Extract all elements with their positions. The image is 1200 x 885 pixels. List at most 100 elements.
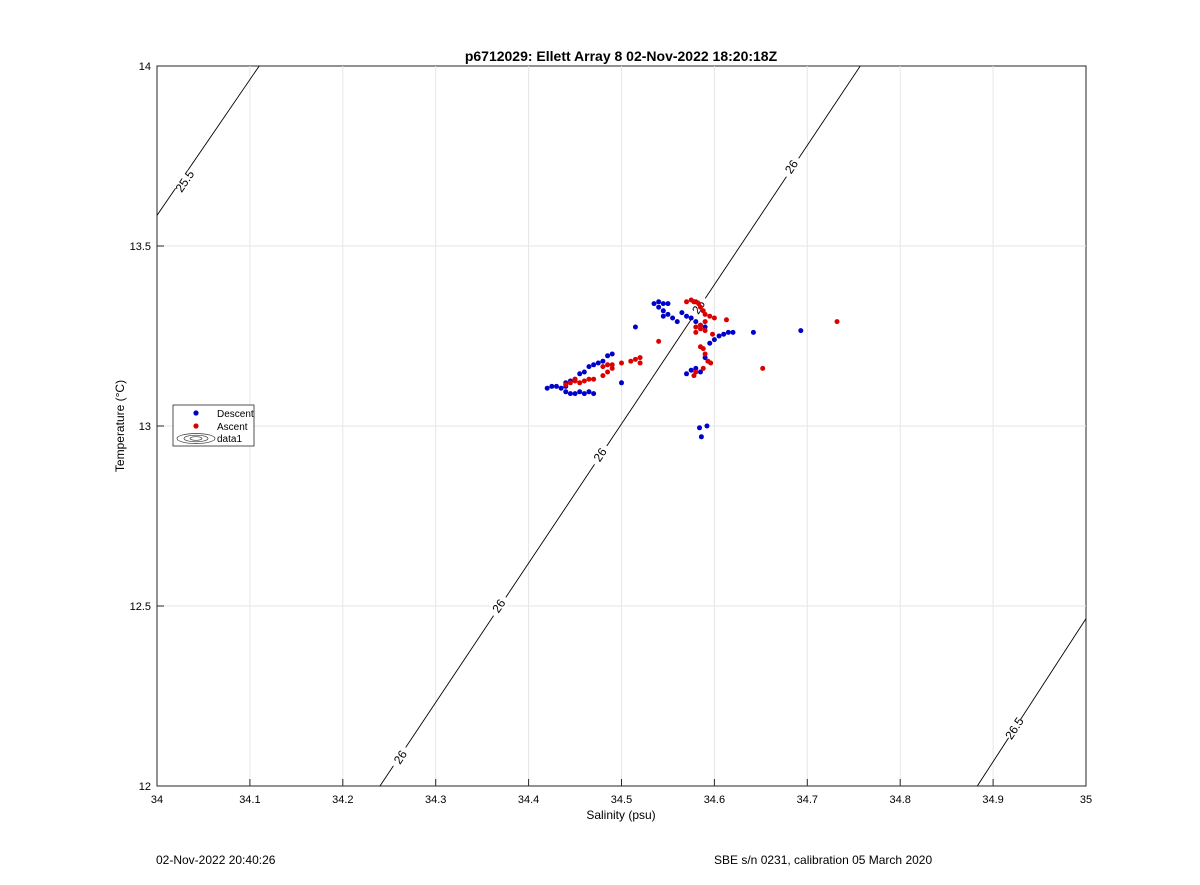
contour-label-bg	[1002, 715, 1027, 742]
ascent-point	[693, 324, 699, 330]
descent-point	[586, 364, 592, 370]
ascent-point	[567, 380, 573, 386]
descent-point	[697, 425, 703, 431]
descent-point	[684, 371, 690, 377]
ascent-point	[700, 365, 706, 371]
legend-marker-ascent	[193, 423, 199, 429]
ascent-point	[577, 380, 583, 386]
descent-point	[725, 329, 731, 335]
ascent-point	[637, 355, 643, 361]
ascent-point	[637, 360, 643, 366]
legend-label-ascent: Ascent	[217, 422, 248, 433]
footer-timestamp: 02-Nov-2022 20:40:26	[156, 853, 276, 867]
descent-point	[688, 315, 694, 321]
x-tick-label: 34	[151, 794, 163, 806]
descent-point	[656, 299, 662, 305]
ascent-point	[697, 326, 703, 332]
descent-point	[619, 380, 624, 386]
x-axis-label: Salinity (psu)	[586, 808, 655, 822]
ascent-point	[609, 365, 615, 371]
descent-point	[693, 365, 699, 371]
descent-point	[798, 328, 804, 334]
descent-point	[716, 333, 722, 339]
legend-marker-descent	[193, 410, 199, 416]
legend-label-descent: Descent	[217, 409, 254, 420]
descent-point	[544, 385, 550, 391]
legend-box	[172, 404, 255, 447]
contour-line-26-5	[976, 618, 1087, 787]
ascent-point	[600, 364, 606, 370]
ascent-point	[605, 362, 611, 368]
ascent-point	[708, 360, 714, 366]
x-tick-label: 34.6	[704, 794, 725, 806]
ascent-point	[619, 360, 624, 366]
y-tick-label: 12	[139, 781, 151, 793]
ascent-point	[628, 358, 634, 364]
ascent-point	[700, 346, 706, 352]
ascent-point	[572, 376, 578, 382]
descent-point	[702, 324, 708, 330]
ascent-point	[563, 382, 569, 388]
x-tick-label: 34.3	[425, 794, 446, 806]
descent-point	[711, 337, 717, 343]
descent-point	[670, 315, 676, 321]
descent-point	[632, 324, 638, 330]
ascent-point	[632, 356, 638, 362]
descent-point	[688, 367, 694, 373]
descent-point	[577, 371, 583, 377]
ascent-point	[600, 373, 606, 379]
ascent-point	[697, 322, 703, 328]
series-ascent	[563, 297, 840, 388]
ascent-point	[684, 299, 690, 305]
ascent-point	[711, 315, 717, 321]
footer-calibration-note: SBE s/n 0231, calibration 05 March 2020	[714, 853, 933, 867]
descent-point	[660, 313, 666, 319]
ascent-point	[723, 317, 729, 323]
contour-label-bg	[388, 744, 413, 771]
x-tick-label: 34.8	[889, 794, 910, 806]
x-tick-label: 34.9	[982, 794, 1003, 806]
ascent-point	[760, 365, 766, 371]
descent-point	[665, 311, 671, 317]
descent-point	[730, 329, 736, 335]
contour-line-26	[379, 65, 861, 787]
contour-label: 26.5	[1002, 715, 1027, 742]
x-tick-label: 34.5	[611, 794, 632, 806]
descent-point	[591, 391, 597, 397]
descent-point	[684, 313, 690, 319]
descent-point	[697, 369, 703, 375]
descent-point	[707, 340, 713, 346]
x-tick-label: 34.2	[332, 794, 353, 806]
descent-point	[665, 301, 671, 307]
x-axis-ticks: 34 34.1 34.2 34.3 34.4 34.5 34.6 34.7 34.8 34.9 35	[151, 779, 1092, 806]
descent-point	[693, 319, 699, 325]
contour-label-bg	[486, 592, 511, 620]
descent-point	[567, 391, 573, 397]
contour-label: 25.5	[172, 167, 197, 194]
x-tick-label: 34.4	[518, 794, 539, 806]
legend-contour-icon	[176, 433, 216, 444]
y-tick-label: 13	[139, 421, 151, 433]
ascent-point	[586, 376, 592, 382]
descent-point	[553, 383, 559, 389]
descent-point	[577, 389, 583, 395]
chart-title: p6712029: Ellett Array 8 02-Nov-2022 18:…	[465, 48, 778, 64]
descent-point	[721, 331, 727, 337]
y-axis-ticks: 12 12.5 13 13.5 14	[130, 61, 164, 793]
contour-label-bg	[172, 168, 197, 195]
ascent-point	[605, 369, 611, 375]
descent-point	[660, 301, 666, 307]
ascent-point	[702, 319, 708, 325]
x-tick-label: 34.7	[797, 794, 818, 806]
y-axis-label: Temperature (°C)	[113, 380, 127, 472]
descent-point	[558, 385, 564, 391]
descent-point	[704, 423, 710, 429]
ascent-point	[702, 328, 708, 334]
x-tick-label: 34.1	[239, 794, 260, 806]
ascent-point	[710, 331, 716, 337]
ascent-point	[702, 351, 708, 357]
grid-lines	[157, 66, 1086, 786]
ascent-point	[693, 329, 699, 335]
ascent-point	[707, 313, 713, 319]
